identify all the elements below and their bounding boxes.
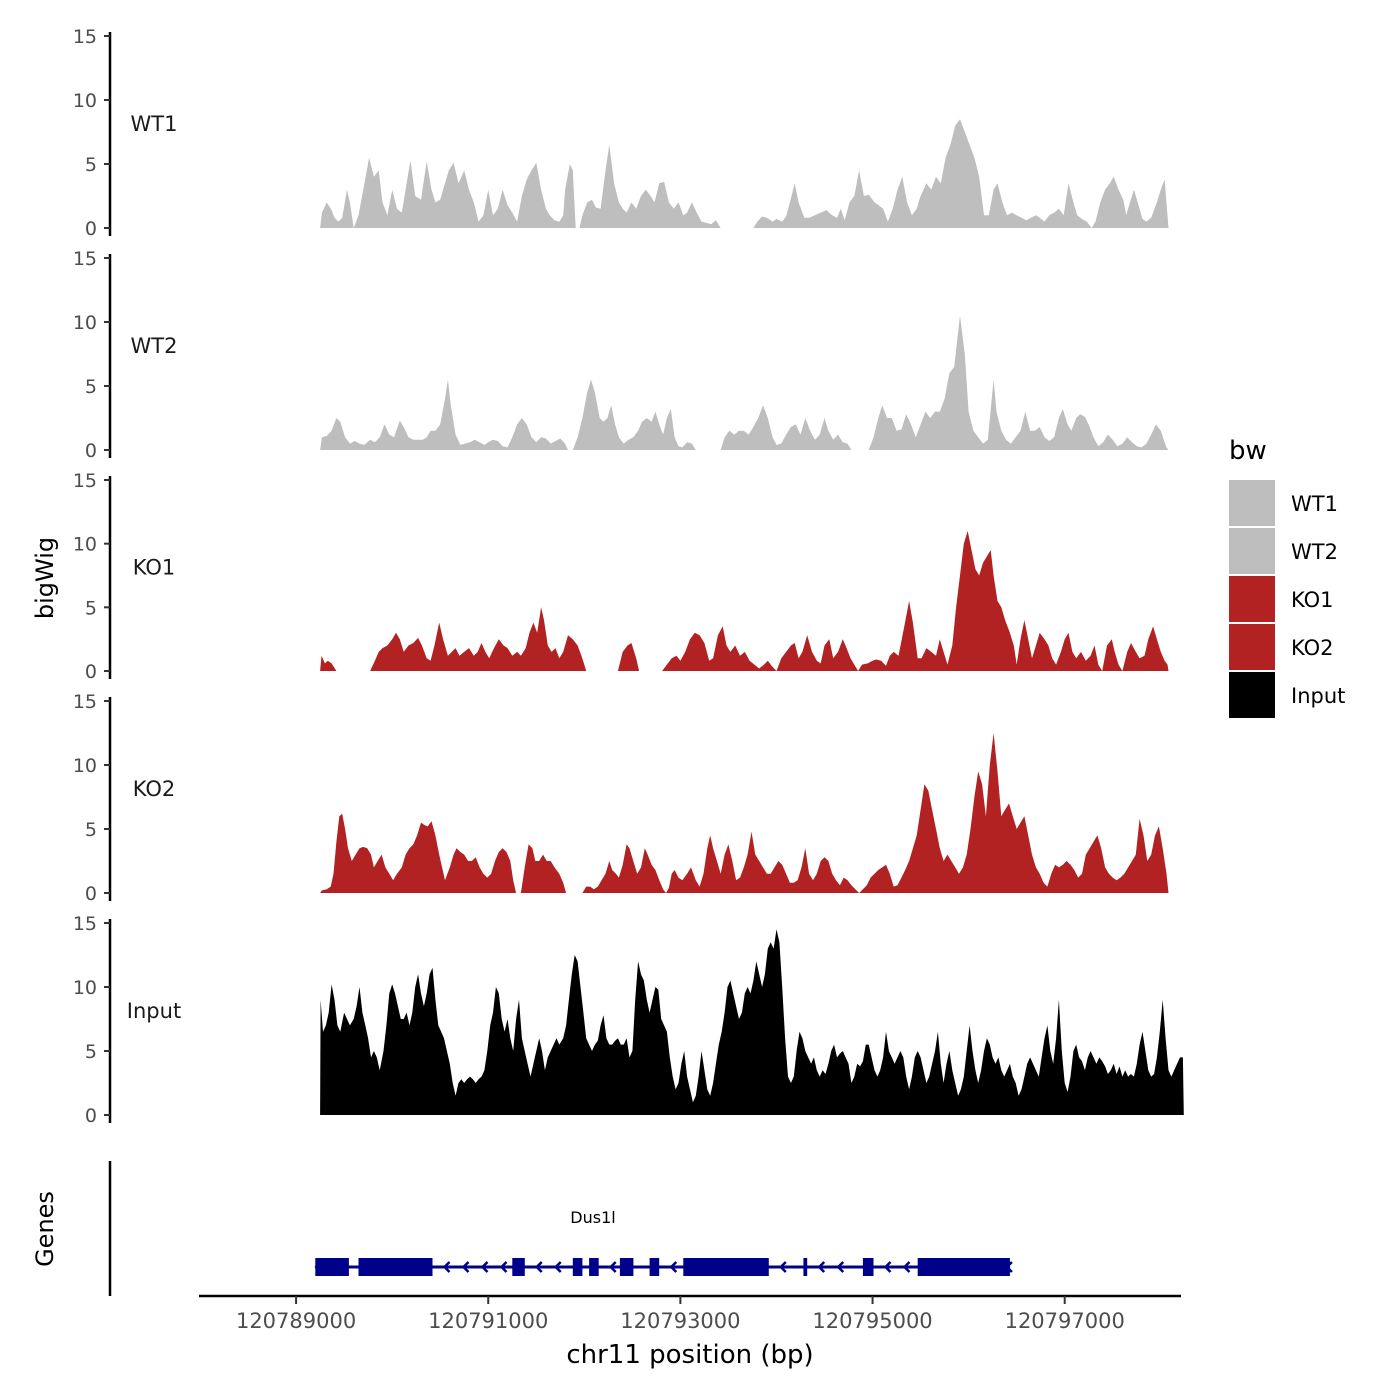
gene-exon (572, 1258, 583, 1276)
gene-exon (512, 1258, 525, 1276)
y-tick-label: 15 (73, 26, 97, 48)
track-wt1: 0 5 10 15 WT1 (73, 26, 1169, 240)
y-tick-label: 15 (73, 470, 97, 492)
legend-swatch-ko1 (1229, 576, 1275, 622)
strand-arrow (883, 1261, 892, 1273)
gene-exon (589, 1258, 599, 1276)
legend-swatch-wt2 (1229, 528, 1275, 574)
y-tick-label: 15 (73, 913, 97, 935)
y-tick-label: 0 (85, 440, 97, 462)
strand-arrow (836, 1261, 845, 1273)
signal-tracks: 0 5 10 15 WT1 0 5 10 15 WT2 0 5 10 15 KO1 0 5 10 15 KO2 0 5 10… (73, 26, 1184, 1127)
legend-swatch-input (1229, 672, 1275, 718)
y-tick-label: 5 (85, 376, 97, 398)
genes-axis-title: Genes (31, 1191, 59, 1267)
strand-arrow (779, 1261, 787, 1273)
y-tick-label: 15 (73, 248, 97, 270)
y-tick-label: 5 (85, 1041, 97, 1063)
legend-title: bw (1229, 436, 1267, 466)
strand-arrow (902, 1261, 911, 1273)
y-tick-label: 0 (85, 1105, 97, 1127)
signal-area (617, 643, 640, 671)
strand-arrow (499, 1261, 508, 1273)
y-axis-title: bigWig (31, 537, 59, 619)
strand-arrow (534, 1261, 543, 1273)
y-tick-label: 5 (85, 154, 97, 176)
x-tick-label: 120791000 (428, 1309, 548, 1333)
y-tick-label: 0 (85, 218, 97, 240)
signal-area (320, 733, 1169, 893)
y-tick-label: 0 (85, 883, 97, 905)
gene-exon (683, 1258, 769, 1276)
signal-area (720, 315, 1169, 450)
legend-label-wt1: WT1 (1291, 492, 1338, 516)
y-tick-label: 10 (73, 312, 97, 334)
legend-label-ko1: KO1 (1291, 588, 1334, 612)
legend-swatch-wt1 (1229, 480, 1275, 526)
track-input: 0 5 10 15 Input (73, 913, 1184, 1127)
y-tick-label: 10 (73, 977, 97, 999)
legend-label-wt2: WT2 (1291, 540, 1338, 564)
legend-swatch-ko2 (1229, 624, 1275, 670)
track-label: WT2 (131, 334, 178, 358)
y-tick-label: 0 (85, 661, 97, 683)
strand-arrow (608, 1261, 617, 1273)
gene-exon (358, 1258, 433, 1276)
x-axis: 120789000 120791000 120793000 120795000 1207… (199, 1294, 1181, 1333)
track-wt2: 0 5 10 15 WT2 (73, 248, 1169, 462)
x-tick-label: 120797000 (1005, 1309, 1125, 1333)
signal-area (753, 119, 1169, 228)
signal-area (320, 929, 1184, 1115)
legend-label-input: Input (1291, 684, 1345, 708)
track-ko1: 0 5 10 15 KO1 (73, 470, 1169, 683)
strand-arrow (461, 1261, 470, 1273)
strand-arrow (669, 1261, 678, 1273)
strand-arrow (817, 1261, 826, 1273)
gene-exon (803, 1258, 808, 1276)
y-tick-label: 5 (85, 597, 97, 619)
track-ko2: 0 5 10 15 KO2 (73, 691, 1169, 905)
y-tick-label: 10 (73, 534, 97, 556)
x-tick-label: 120795000 (812, 1309, 932, 1333)
signal-area (320, 144, 721, 228)
y-tick-label: 15 (73, 691, 97, 713)
gene-exon (649, 1258, 660, 1276)
legend: bw WT1 WT2 KO1 KO2 Input (1229, 436, 1345, 718)
signal-area (370, 607, 587, 671)
track-label: KO2 (133, 777, 176, 801)
strand-arrow (314, 1261, 323, 1273)
gene-exon (862, 1258, 874, 1276)
track-label: Input (127, 999, 181, 1023)
strand-arrow (553, 1261, 562, 1273)
strand-arrow (480, 1261, 489, 1273)
signal-area (320, 379, 696, 450)
gene-exon (315, 1258, 349, 1276)
x-tick-label: 120789000 (236, 1309, 356, 1333)
track-label: WT1 (131, 112, 178, 136)
gene-exon (917, 1258, 1010, 1276)
gene-exon (619, 1258, 634, 1276)
legend-label-ko2: KO2 (1291, 636, 1334, 660)
x-tick-label: 120793000 (620, 1309, 740, 1333)
gene-label: Dus1l (570, 1208, 615, 1227)
strand-arrow (1005, 1261, 1013, 1273)
genes-panel: Genes Dus1l (31, 1161, 1013, 1296)
y-tick-label: 5 (85, 819, 97, 841)
strand-arrow (442, 1261, 451, 1273)
x-axis-title: chr11 position (bp) (566, 1340, 813, 1370)
signal-area (320, 655, 337, 671)
y-tick-label: 10 (73, 755, 97, 777)
signal-area (662, 530, 1169, 671)
y-tick-label: 10 (73, 90, 97, 112)
track-label: KO1 (133, 556, 176, 580)
